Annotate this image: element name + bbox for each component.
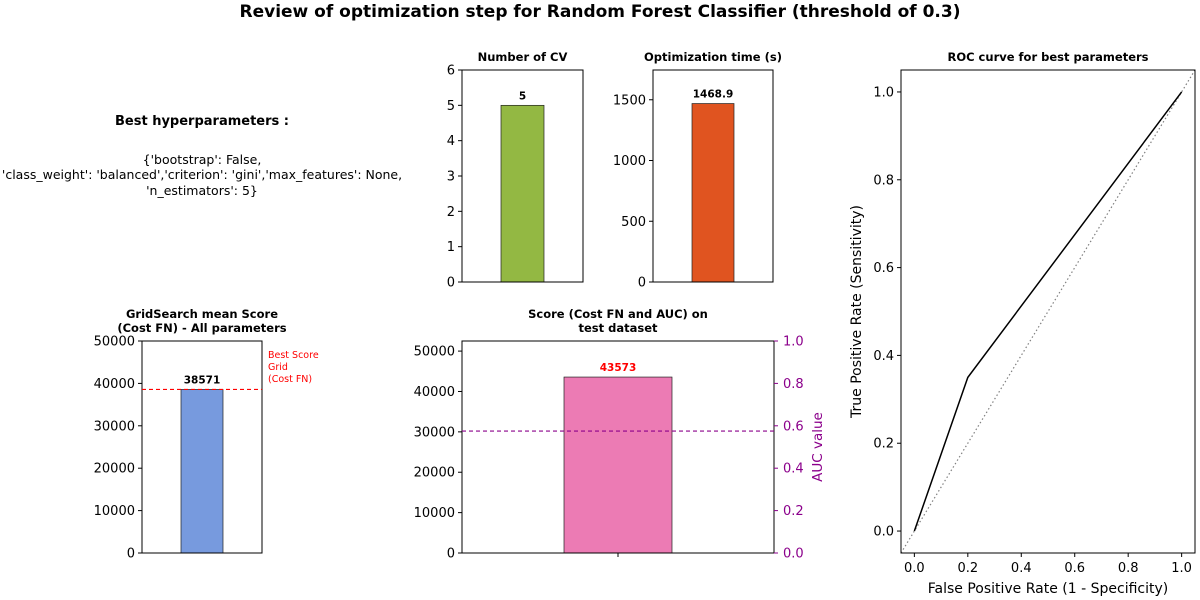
score-ytick-right-label-0.2: 0.2 [783,504,804,519]
best-params-line-2: 'class_weight': 'balanced','criterion': … [1,167,403,182]
score-ytick-label-40000: 40000 [414,385,455,400]
roc-ytick-label-1.0: 1.0 [873,85,894,100]
score-title-line-2: test dataset [578,321,658,335]
cv-ytick-label-2: 2 [447,205,455,220]
grid-best-score-label-line-1: Best Score [268,350,319,361]
roc-yaxis-label: True Positive Rate (Sensitivity) [849,205,865,419]
roc-xtick-label-0.4: 0.4 [1011,561,1032,576]
grid-ytick-label-30000: 30000 [94,419,135,434]
time-bar-value-label: 1468.9 [693,89,734,101]
cv-ytick-label-0: 0 [447,276,455,291]
roc-ytick-label-0.4: 0.4 [873,349,894,364]
cv-bar [500,104,545,283]
grid-bar-value-label: 38571 [184,374,221,386]
grid-title-line-2: (Cost FN) - All parameters [117,321,286,335]
cv-ytick-label-5: 5 [447,99,455,114]
roc-xtick-label-1.0: 1.0 [1171,561,1192,576]
roc-title: ROC curve for best parameters [947,50,1148,64]
grid-ytick-label-50000: 50000 [94,335,135,350]
score-ytick-right-label-0.8: 0.8 [783,377,804,392]
score-ytick-label-50000: 50000 [414,345,455,360]
time-ytick-label-1000: 1000 [613,154,646,169]
grid-best-score-label-line-2: Grid [268,362,288,373]
roc-xtick-label-0.6: 0.6 [1064,561,1085,576]
time-ytick-label-1500: 1500 [613,93,646,108]
time-plot-frame [652,69,774,283]
roc-ytick-label-0.2: 0.2 [873,437,894,452]
roc-ytick-label-0.6: 0.6 [873,261,894,276]
time-ytick-label-0: 0 [638,276,646,291]
grid-plot-frame [141,340,263,554]
roc-xaxis-label: False Positive Rate (1 - Specificity) [928,581,1169,597]
roc-curve-line-1 [913,91,1183,532]
score-ytick-label-20000: 20000 [414,466,455,481]
roc-xtick-label-0.2: 0.2 [957,561,978,576]
score-right-axis-label: AUC value [810,412,826,482]
grid-best-score-label-line-3: (Cost FN) [268,374,312,385]
best-params-line-1: {'bootstrap': False, [142,152,262,167]
grid-title-line-1: GridSearch mean Score [126,307,278,321]
score-ytick-right-label-0.4: 0.4 [783,462,804,477]
roc-xtick-label-0.0: 0.0 [904,561,925,576]
score-ytick-right-label-0.0: 0.0 [783,547,804,562]
grid-ytick-label-10000: 10000 [94,504,135,519]
score-ytick-label-10000: 10000 [414,506,455,521]
best-params-heading: Best hyperparameters : [115,114,289,129]
roc-xtick-label-0.8: 0.8 [1118,561,1139,576]
grid-ytick-label-0: 0 [127,547,135,562]
best-params-line-3: 'n_estimators': 5} [146,183,258,198]
score-bar-value-label: 43573 [600,362,637,374]
cv-ytick-label-3: 3 [447,170,455,185]
cv-title-line-1: Number of CV [478,50,568,64]
score-bar [563,376,673,554]
roc-diagonal-line [900,69,1196,554]
score-ytick-right-label-0.6: 0.6 [783,419,804,434]
score-title-line-1: Score (Cost FN and AUC) on [528,307,708,321]
grid-ytick-label-20000: 20000 [94,462,135,477]
score-ytick-label-0: 0 [447,547,455,562]
grid-bar [180,389,224,554]
score-ytick-label-30000: 30000 [414,425,455,440]
cv-ytick-label-4: 4 [447,134,455,149]
cv-ytick-label-6: 6 [447,64,455,79]
grid-ytick-label-40000: 40000 [94,377,135,392]
cv-ytick-label-1: 1 [447,240,455,255]
roc-ytick-label-0.8: 0.8 [873,173,894,188]
score-ytick-right-label-1.0: 1.0 [783,335,804,350]
time-bar [691,103,735,283]
figure-title: Review of optimization step for Random F… [239,2,961,22]
time-title-line-1: Optimization time (s) [644,50,782,64]
cv-bar-value-label: 5 [519,90,526,102]
roc-ytick-label-0.0: 0.0 [873,525,894,540]
roc-plot-frame [900,69,1196,554]
time-ytick-label-500: 500 [621,215,646,230]
